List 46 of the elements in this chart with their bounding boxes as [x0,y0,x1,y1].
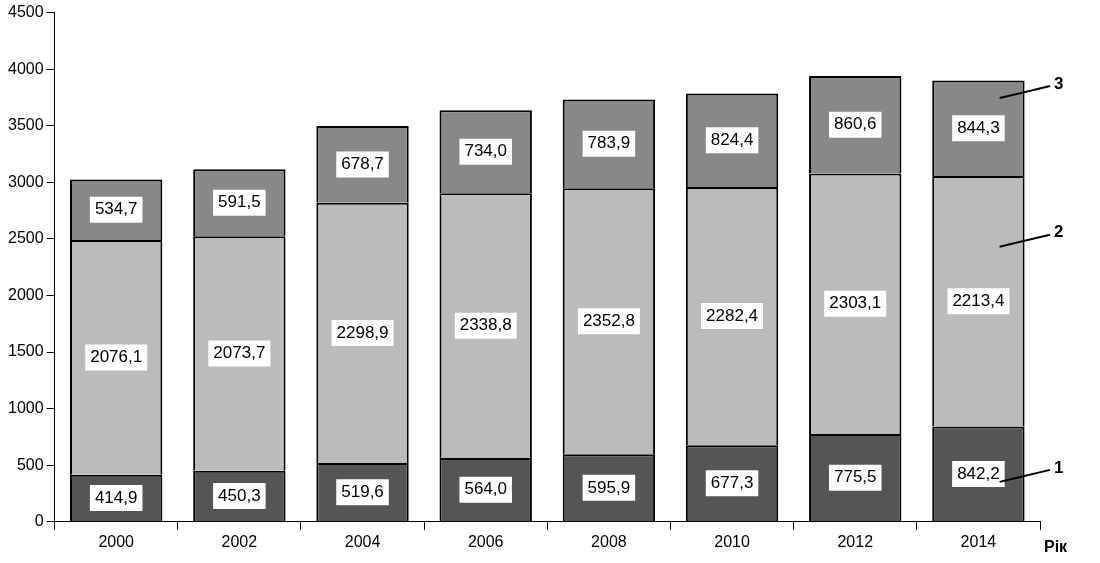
data-label: 564,0 [464,479,507,499]
y-tick-label: 1000 [8,399,44,417]
data-label: 2076,1 [90,347,143,367]
x-tick-label: 2006 [467,532,504,550]
data-label: 2303,1 [829,293,882,313]
data-label: 844,3 [957,117,1000,137]
data-label: 775,5 [833,467,877,487]
series-label: 3 [1054,73,1064,93]
y-tick-label: 1500 [8,342,44,360]
x-tick-label: 2004 [344,532,381,550]
data-label: 2352,8 [582,310,635,330]
data-label: 2298,9 [336,322,389,342]
data-label: 591,5 [218,192,261,212]
x-tick-label: 2014 [960,532,997,550]
data-label: 842,2 [957,463,1000,483]
data-label: 519,6 [341,481,384,501]
y-tick-label: 2500 [8,229,44,247]
y-tick-label: 3000 [8,172,44,190]
data-label: 534,7 [94,199,138,219]
series-label: 2 [1054,222,1064,242]
data-label: 2282,4 [706,305,759,325]
x-tick-label: 2010 [714,532,750,550]
data-label: 860,6 [833,114,877,134]
data-label: 824,4 [710,129,754,149]
y-tick-label: 4000 [8,59,44,77]
data-label: 734,0 [464,141,507,161]
y-tick-label: 2000 [8,285,44,303]
data-label: 2213,4 [952,290,1005,310]
x-tick-label: 2002 [221,532,258,550]
data-label: 783,9 [587,133,631,153]
x-tick-label: 2012 [837,532,874,550]
data-label: 677,3 [710,472,754,492]
x-tick-label: 2008 [591,532,627,550]
y-tick-label: 0 [34,512,44,530]
data-label: 2073,7 [213,343,266,363]
series-label: 1 [1054,457,1064,477]
x-tick-label: 2000 [98,532,135,550]
y-tick-label: 3500 [8,116,44,134]
data-label: 2338,8 [459,315,512,335]
y-tick-label: 4500 [8,3,44,21]
data-label: 414,9 [94,487,138,507]
x-axis-title: Рік [1044,538,1069,556]
data-label: 595,9 [587,477,631,497]
y-tick-label: 500 [16,455,44,473]
data-label: 678,7 [341,154,384,174]
data-label: 450,3 [218,485,261,505]
